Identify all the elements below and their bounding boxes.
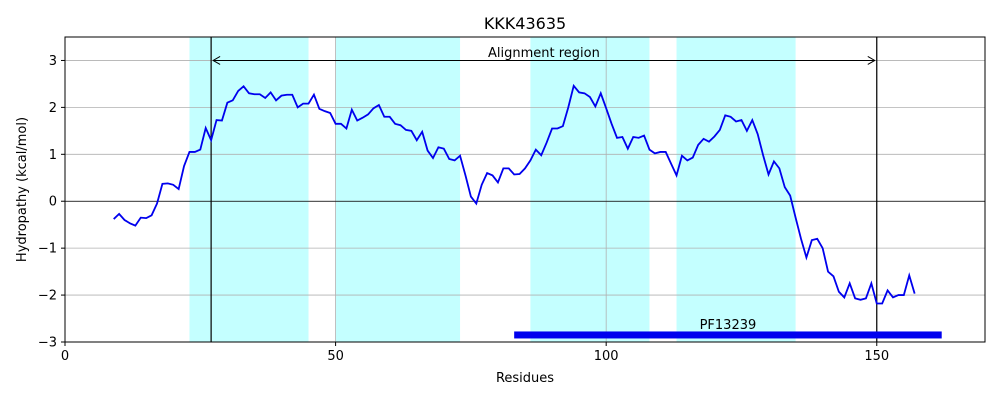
transmembrane-bands xyxy=(189,37,796,342)
y-tick-label: −1 xyxy=(38,242,57,257)
x-axis-label: Residues xyxy=(496,371,554,386)
x-tick-label: 150 xyxy=(864,349,889,364)
shaded-region-3 xyxy=(530,37,650,342)
domain-label: PF13239 xyxy=(700,318,757,333)
y-tick-label: −2 xyxy=(38,289,57,304)
alignment-arrow-left-head xyxy=(212,56,221,65)
domain-annotation: PF13239 xyxy=(514,318,942,339)
y-tick-label: 0 xyxy=(49,195,57,210)
plot-frame xyxy=(64,36,986,343)
shaded-region-1 xyxy=(189,37,309,342)
y-axis-label: Hydropathy (kcal/mol) xyxy=(15,117,30,262)
x-tick-label: 0 xyxy=(61,349,69,364)
shaded-region-2 xyxy=(335,37,461,342)
hydropathy-series-line xyxy=(113,83,916,305)
alignment-annotation: Alignment region xyxy=(212,46,876,65)
y-tick-label: 2 xyxy=(49,101,57,116)
chart-title: KKK43635 xyxy=(484,14,566,33)
y-tick-label: 3 xyxy=(49,54,57,69)
x-axis-ticks: 0 50 100 150 xyxy=(61,342,889,364)
y-axis-ticks: −3 −2 −1 0 1 2 3 xyxy=(38,54,65,351)
alignment-region-label: Alignment region xyxy=(488,46,600,61)
y-tick-label: 1 xyxy=(49,148,57,163)
y-tick-label: −3 xyxy=(38,336,57,351)
alignment-boundaries xyxy=(210,37,878,342)
x-tick-label: 50 xyxy=(327,349,344,364)
x-tick-label: 100 xyxy=(594,349,619,364)
shaded-region-4 xyxy=(676,37,796,342)
domain-bar xyxy=(514,331,942,339)
alignment-arrow-right-head xyxy=(867,56,876,65)
